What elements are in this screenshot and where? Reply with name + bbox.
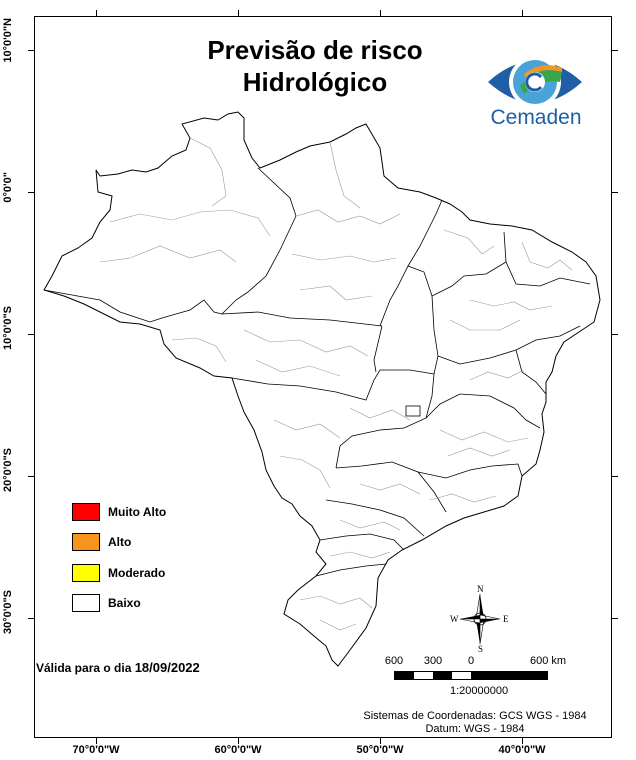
lon-tick bbox=[96, 738, 97, 744]
lat-tick bbox=[612, 50, 618, 51]
legend-label: Alto bbox=[108, 535, 132, 549]
lat-tick bbox=[612, 192, 618, 193]
validity-text: Válida para o dia 18/09/2022 bbox=[36, 660, 200, 675]
validity-prefix: Válida para o dia bbox=[36, 661, 135, 675]
map-title-line2: Hidrológico bbox=[242, 67, 388, 97]
scale-label: 600 km bbox=[529, 655, 567, 667]
legend-swatch bbox=[72, 594, 100, 612]
lat-tick bbox=[28, 334, 34, 335]
lat-tick bbox=[28, 618, 34, 619]
lat-tick bbox=[28, 192, 34, 193]
lat-label-30s: 30°0'0"S bbox=[2, 590, 14, 635]
lon-tick bbox=[380, 10, 381, 16]
validity-date: 18/09/2022 bbox=[134, 660, 200, 675]
lon-label-40w: 40°0'0"W bbox=[498, 744, 546, 756]
legend-label: Baixo bbox=[108, 596, 141, 610]
legend-swatch bbox=[72, 503, 100, 521]
legend-label: Moderado bbox=[108, 566, 166, 580]
legend-item-muito-alto: Muito Alto bbox=[72, 502, 166, 522]
crs-line1: Sistemas de Coordenadas: GCS WGS - 1984 bbox=[363, 710, 587, 722]
lat-label-0: 0°0'0" bbox=[2, 172, 14, 203]
lat-tick bbox=[612, 334, 618, 335]
legend-item-alto: Alto bbox=[72, 532, 131, 552]
lon-tick bbox=[96, 10, 97, 16]
north-arrow: N S W E bbox=[450, 584, 510, 654]
legend-item-baixo: Baixo bbox=[72, 593, 141, 613]
lat-tick bbox=[28, 50, 34, 51]
legend-item-moderado: Moderado bbox=[72, 563, 165, 583]
lon-tick bbox=[238, 10, 239, 16]
eye-icon bbox=[488, 56, 582, 108]
scale-ratio: 1:20000000 bbox=[450, 685, 509, 697]
brazil-outline bbox=[43, 111, 601, 667]
legend-swatch bbox=[72, 564, 100, 582]
lon-tick bbox=[380, 738, 381, 744]
lat-label-10n: 10°0'0"N bbox=[2, 18, 14, 63]
coordinate-system: Sistemas de Coordenadas: GCS WGS - 1984 … bbox=[340, 710, 610, 736]
lon-tick bbox=[522, 10, 523, 16]
legend-label: Muito Alto bbox=[108, 505, 167, 519]
state-borders bbox=[43, 167, 591, 577]
lat-tick bbox=[612, 476, 618, 477]
logo-text: Cemaden bbox=[490, 106, 582, 129]
compass-e: E bbox=[503, 614, 509, 624]
scale-bar-segments bbox=[394, 671, 548, 680]
lon-tick bbox=[522, 738, 523, 744]
map-frame bbox=[34, 16, 612, 738]
lon-label-50w: 50°0'0"W bbox=[356, 744, 404, 756]
lon-label-60w: 60°0'0"W bbox=[214, 744, 262, 756]
brazil-map bbox=[43, 111, 601, 667]
compass-rose-icon bbox=[459, 593, 501, 645]
lat-tick bbox=[612, 618, 618, 619]
crs-line2: Datum: WGS - 1984 bbox=[425, 723, 525, 735]
map-title: Previsão de risco Hidrológico bbox=[150, 34, 480, 98]
legend-swatch bbox=[72, 533, 100, 551]
lon-label-70w: 70°0'0"W bbox=[72, 744, 120, 756]
scale-bar: 600 300 0 600 km 1:20000000 bbox=[385, 655, 566, 705]
scale-label: 300 bbox=[423, 655, 443, 667]
region-borders bbox=[99, 137, 573, 631]
lat-tick bbox=[28, 476, 34, 477]
lon-tick bbox=[238, 738, 239, 744]
compass-n: N bbox=[477, 584, 484, 594]
map-title-line1: Previsão de risco bbox=[207, 35, 423, 65]
compass-w: W bbox=[450, 614, 459, 624]
scale-label: 0 bbox=[467, 655, 475, 667]
compass-s: S bbox=[478, 644, 484, 654]
lat-label-10s: 10°0'0"S bbox=[2, 306, 14, 351]
lat-label-20s: 20°0'0"S bbox=[2, 448, 14, 493]
scale-label: 600 bbox=[384, 655, 404, 667]
